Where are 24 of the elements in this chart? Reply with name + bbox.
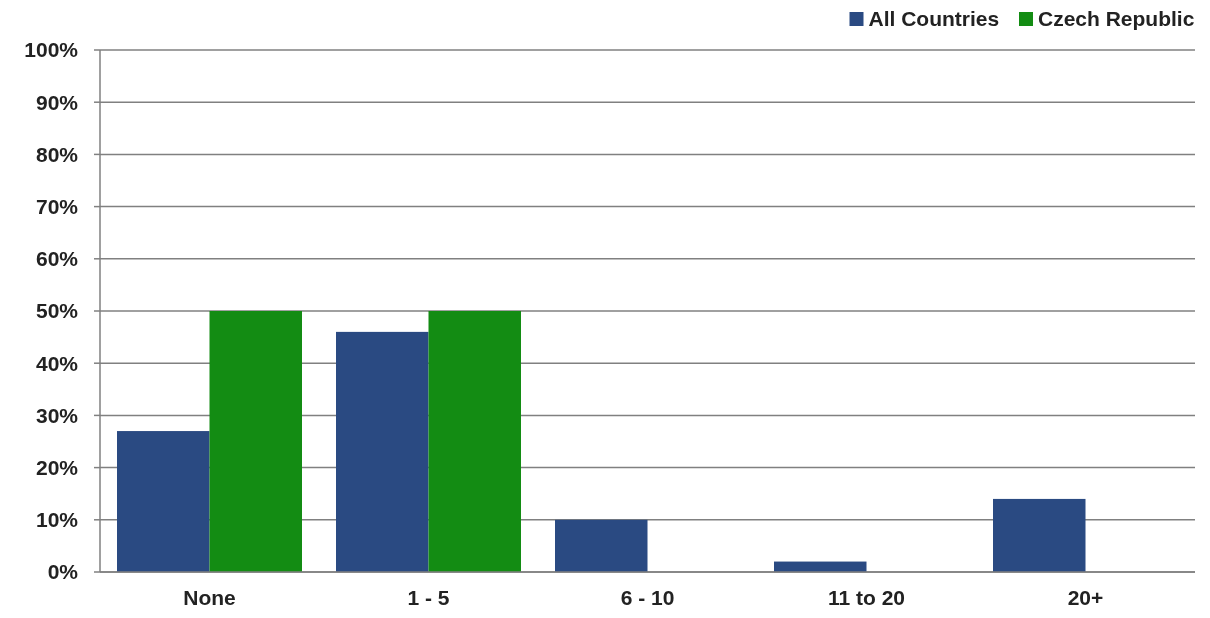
y-tick-label: 0% — [47, 560, 79, 584]
y-tick-label: 70% — [35, 194, 79, 218]
bar — [336, 331, 429, 572]
legend-label: All Countries — [868, 7, 1000, 31]
y-tick-label: 30% — [35, 403, 79, 427]
y-tick-label: 50% — [35, 299, 79, 323]
bar — [209, 311, 302, 572]
x-tick-label: 6 - 10 — [620, 586, 675, 609]
x-tick-label: 11 to 20 — [827, 586, 906, 609]
y-tick-label: 40% — [35, 351, 79, 375]
x-tick-label: 20+ — [1067, 586, 1104, 609]
y-tick-label: 100% — [24, 38, 79, 62]
bar — [428, 311, 521, 572]
y-tick-label: 90% — [35, 90, 79, 114]
x-tick-label: 1 - 5 — [407, 586, 450, 609]
y-tick-label: 10% — [35, 508, 79, 532]
x-tick-label: None — [183, 586, 236, 609]
legend-label: Czech Republic — [1038, 7, 1195, 31]
y-tick-label: 80% — [35, 142, 79, 166]
bar — [555, 519, 648, 572]
bar — [117, 431, 210, 572]
bar — [993, 498, 1086, 572]
y-tick-label: 20% — [35, 455, 79, 479]
y-tick-label: 60% — [35, 247, 79, 271]
